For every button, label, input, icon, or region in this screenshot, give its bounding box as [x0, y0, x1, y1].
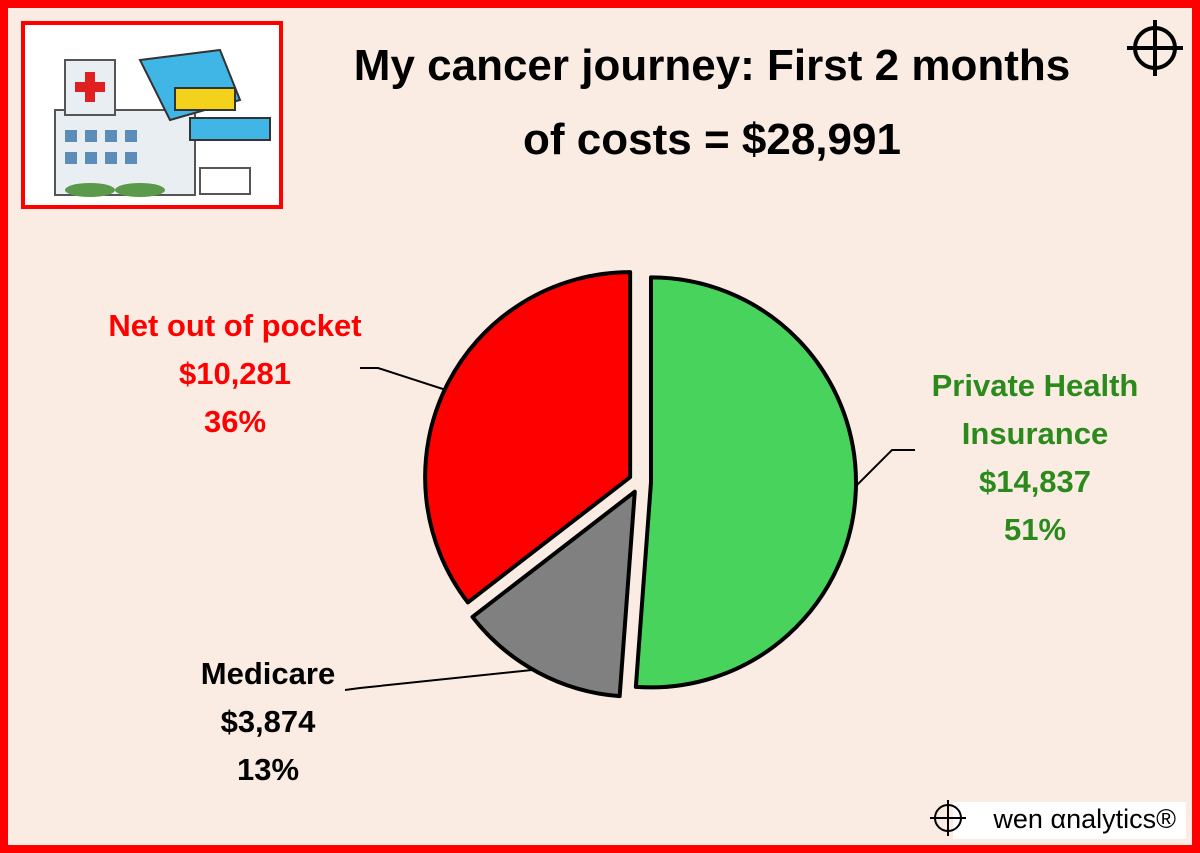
label-medicare: Medicare $3,874 13% [150, 650, 386, 794]
value-label: $14,837 [978, 464, 1092, 499]
label-private: Private Health Insurance $14,837 51% [905, 362, 1165, 554]
value-label: $3,874 [220, 704, 316, 739]
leader-lines [344, 367, 915, 691]
hospital-illustration [21, 21, 283, 209]
category-label: Private Health Insurance [931, 368, 1139, 451]
pie-slice [633, 275, 858, 690]
crosshair-icon [1127, 20, 1183, 76]
pie-slice [470, 489, 637, 699]
category-label: Medicare [200, 656, 336, 691]
label-out-of-pocket: Net out of pocket $10,281 36% [90, 302, 380, 446]
pie-slice [423, 270, 633, 605]
percent-label: 36% [203, 404, 267, 439]
category-label: Net out of pocket [108, 308, 362, 343]
brand-text: wen αnalytics® [993, 804, 1176, 834]
percent-label: 13% [236, 752, 300, 787]
brand: wen αnalytics® [953, 802, 1186, 839]
chart-title: My cancer journey: First 2 months [354, 41, 1070, 90]
chart-title: of costs = $28,991 [523, 115, 901, 164]
value-label: $10,281 [178, 356, 292, 391]
percent-label: 51% [1003, 512, 1067, 547]
